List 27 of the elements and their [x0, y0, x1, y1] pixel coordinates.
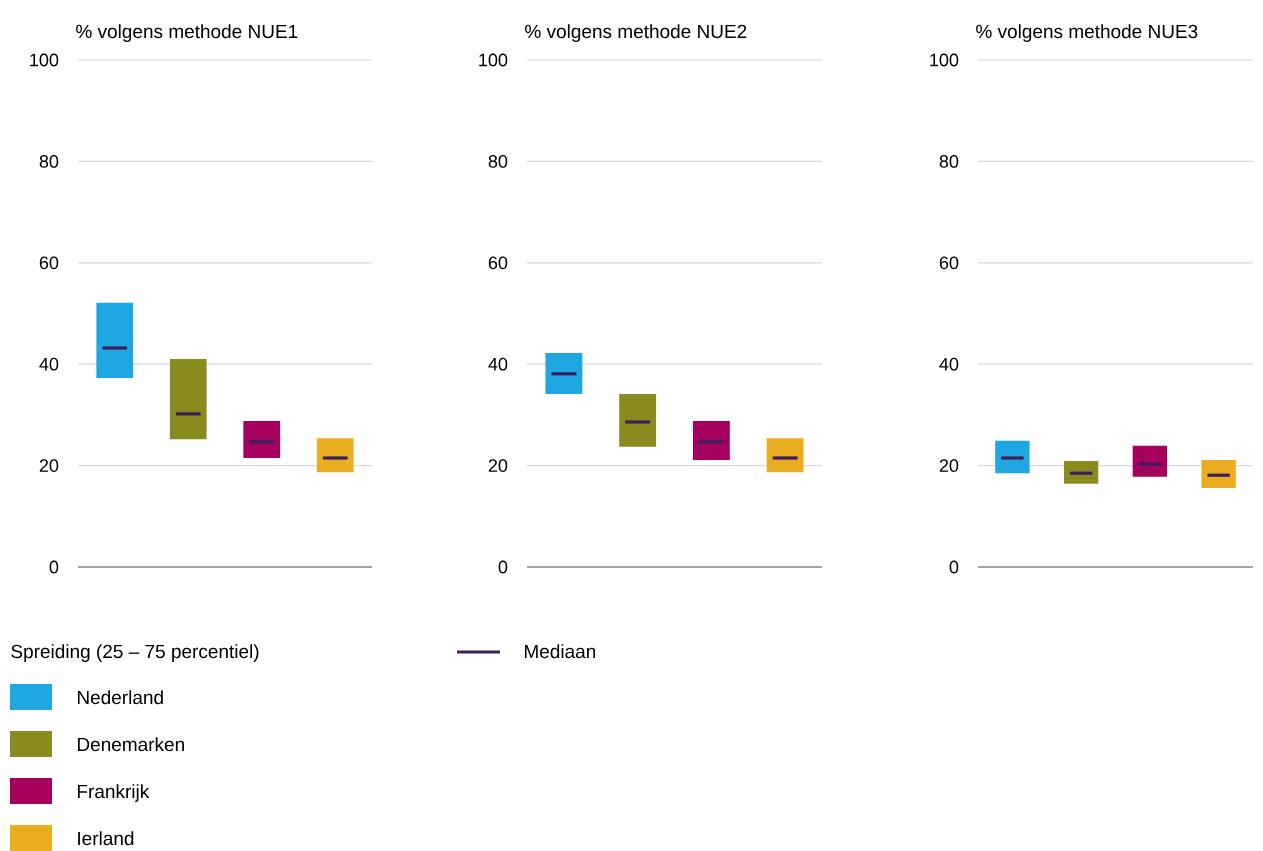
y-tick-label: 20 — [939, 459, 959, 472]
chart-title: % volgens methode NUE1 — [76, 24, 298, 42]
y-tick-label: 80 — [488, 155, 508, 168]
chart-title: % volgens methode NUE2 — [525, 24, 747, 42]
y-tick-label: 100 — [479, 53, 508, 67]
y-tick-label: 0 — [949, 560, 959, 574]
y-tick-label: 0 — [49, 560, 59, 574]
y-tick-label: 20 — [488, 459, 508, 472]
legend-title: Spreiding (25 – 75 percentiel) — [11, 644, 259, 662]
legend-label: Frankrijk — [77, 784, 150, 802]
legend-label: Ierland — [78, 831, 134, 846]
y-tick-label: 40 — [488, 357, 508, 371]
y-tick-label: 40 — [39, 357, 59, 371]
y-tick-label: 0 — [498, 560, 508, 574]
y-tick-label: 20 — [39, 459, 59, 472]
y-tick-label: 60 — [488, 256, 508, 270]
y-tick-label: 40 — [939, 357, 959, 371]
y-tick-label: 60 — [939, 256, 959, 270]
legend-label: Nederland — [77, 690, 163, 705]
chart-title: % volgens methode NUE3 — [976, 24, 1198, 42]
y-tick-label: 60 — [39, 256, 59, 270]
legend-label: Denemarken — [77, 737, 184, 752]
y-tick-label: 100 — [930, 53, 959, 67]
y-tick-label: 80 — [939, 155, 959, 168]
y-tick-label: 80 — [39, 155, 59, 168]
text: Mediaan — [524, 644, 596, 659]
y-tick-label: 100 — [30, 53, 59, 67]
